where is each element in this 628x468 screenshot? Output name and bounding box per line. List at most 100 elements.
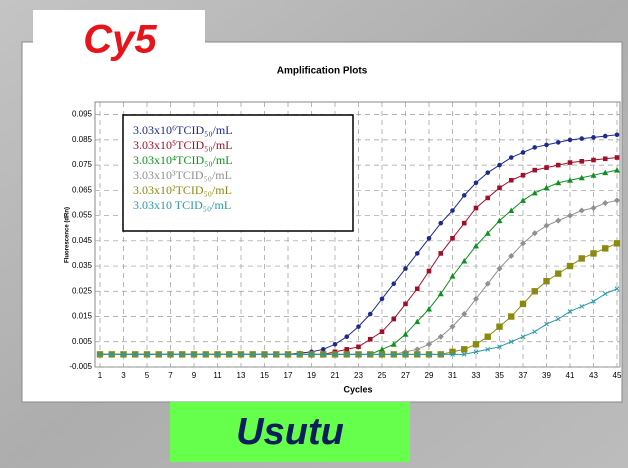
point: [156, 352, 162, 357]
y-tick-label: -0.005: [69, 362, 92, 371]
point: [179, 352, 185, 357]
point: [461, 193, 467, 198]
point: [614, 286, 620, 292]
point: [496, 265, 503, 272]
point: [426, 268, 432, 274]
point: [531, 230, 538, 237]
x-tick-label: 21: [331, 371, 340, 380]
point: [426, 352, 432, 357]
point: [555, 162, 561, 168]
point: [473, 349, 479, 355]
legend-label: 3.03x10⁵TCID₅₀/mL: [133, 138, 233, 152]
point: [497, 162, 502, 168]
x-tick-label: 3: [121, 371, 126, 380]
point: [579, 159, 585, 164]
point: [356, 344, 361, 350]
point: [543, 222, 550, 229]
header-box: [33, 10, 205, 68]
point: [472, 341, 480, 348]
point: [391, 316, 397, 322]
point: [367, 311, 373, 317]
y-tick-label: 0.005: [72, 337, 93, 346]
footer-label: Usutu: [236, 411, 344, 453]
point: [473, 205, 479, 211]
point: [614, 167, 620, 173]
point: [555, 270, 562, 277]
point: [414, 251, 420, 256]
chart-title: Amplification Plots: [277, 66, 368, 77]
point: [485, 195, 491, 201]
point: [532, 167, 538, 173]
point: [367, 352, 373, 357]
point: [566, 262, 574, 270]
point: [438, 352, 444, 357]
point: [414, 346, 421, 353]
point: [297, 352, 303, 357]
point: [238, 352, 244, 357]
point: [344, 334, 350, 340]
point: [567, 212, 573, 219]
point: [614, 132, 620, 138]
y-tick-label: 0.035: [72, 261, 93, 270]
x-tick-label: 9: [192, 371, 197, 380]
point: [520, 150, 526, 155]
point: [484, 230, 491, 236]
legend-label: 3.03x10 TCID₅₀/mL: [133, 198, 231, 212]
y-tick-label: 0.095: [72, 110, 93, 119]
x-tick-label: 23: [354, 371, 363, 380]
point: [473, 242, 479, 249]
point: [450, 208, 455, 213]
point: [508, 313, 515, 320]
point: [473, 295, 479, 302]
point: [132, 352, 138, 357]
point: [379, 346, 385, 352]
point: [579, 136, 585, 141]
point: [320, 347, 326, 352]
x-tick-label: 37: [519, 371, 528, 380]
point: [344, 352, 350, 357]
legend-label: 3.03x10⁶TCID₅₀/mL: [133, 123, 233, 137]
point: [461, 352, 467, 357]
point: [273, 352, 279, 357]
point: [579, 304, 585, 309]
y-tick-label: 0.015: [72, 312, 93, 321]
legend-box: [122, 114, 354, 232]
point: [403, 266, 408, 271]
point: [578, 174, 585, 181]
x-tick-label: 43: [589, 371, 598, 380]
point: [250, 352, 256, 357]
point: [508, 177, 514, 183]
point: [285, 352, 291, 357]
point: [449, 348, 456, 356]
y-tick-label: 0.065: [72, 185, 93, 194]
point: [449, 273, 456, 279]
point: [614, 197, 620, 204]
point: [144, 352, 150, 357]
point: [555, 316, 561, 322]
point: [226, 352, 232, 357]
point: [402, 331, 409, 337]
x-tick-label: 29: [425, 371, 434, 380]
point: [532, 145, 538, 150]
x-tick-label: 31: [448, 371, 457, 380]
header-label: Cy5: [83, 18, 157, 62]
point: [555, 179, 562, 186]
footer-box: [170, 402, 410, 462]
point: [437, 290, 444, 297]
point: [543, 184, 550, 191]
point: [484, 280, 491, 287]
point: [578, 255, 585, 262]
point: [356, 324, 361, 329]
x-tick-label: 33: [472, 371, 481, 380]
point: [567, 137, 573, 143]
x-tick-label: 27: [401, 371, 410, 380]
point: [367, 336, 373, 342]
point: [602, 133, 608, 139]
y-tick-label: 0.025: [72, 286, 93, 295]
point: [497, 185, 502, 191]
point: [602, 291, 608, 297]
point: [121, 352, 126, 357]
x-tick-label: 25: [378, 371, 387, 380]
